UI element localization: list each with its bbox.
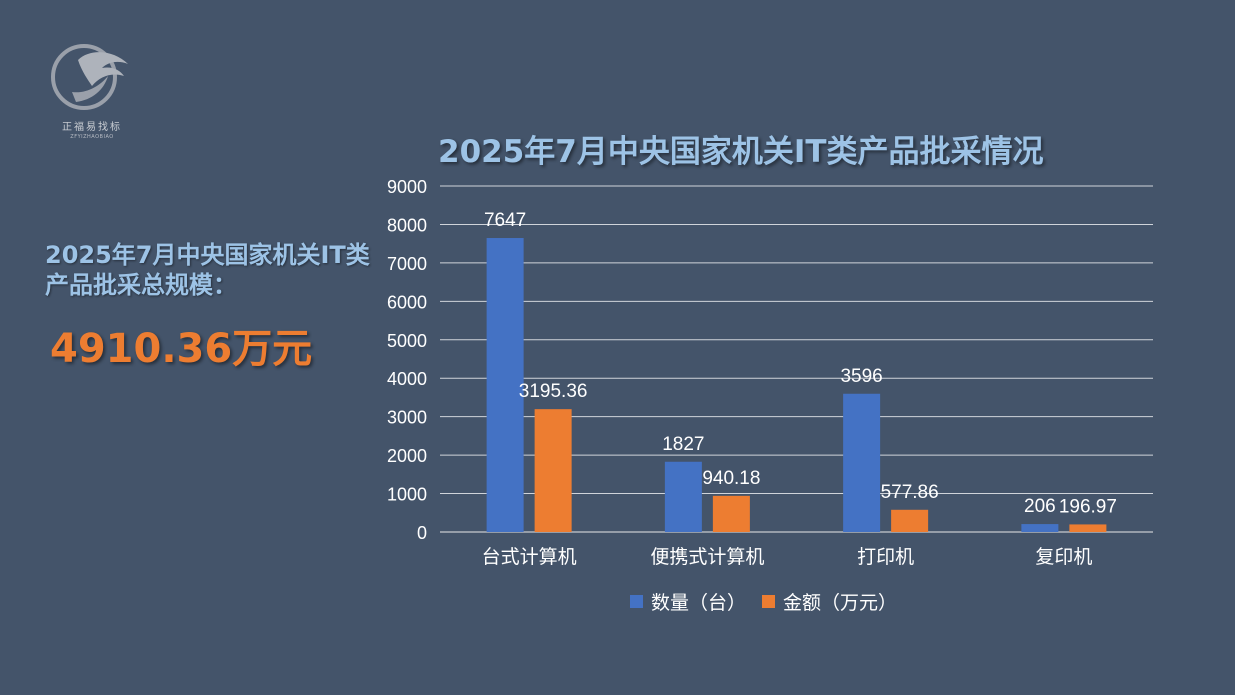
x-category-label: 台式计算机	[482, 546, 577, 568]
summary-label: 2025年7月中央国家机关IT类产品批采总规模：	[45, 241, 370, 299]
x-category-label: 打印机	[857, 546, 914, 568]
y-tick-label: 4000	[387, 369, 427, 389]
data-label: 577.86	[881, 482, 939, 503]
bar	[486, 238, 524, 533]
legend-label-quantity: 数量（台）	[651, 592, 747, 614]
chart-title: 2025年7月中央国家机关IT类产品批采情况	[438, 134, 1044, 170]
data-label: 3596	[840, 366, 882, 387]
logo: 正福易找标 ZFYIZHAOBIAO	[48, 42, 138, 142]
legend-item-amount: 金额（万元）	[762, 588, 897, 615]
y-tick-label: 8000	[387, 215, 427, 235]
y-tick-label: 6000	[387, 292, 427, 312]
bar	[664, 461, 702, 532]
bar	[843, 393, 881, 532]
y-tick-label: 5000	[387, 331, 427, 351]
legend-label-amount: 金额（万元）	[783, 592, 898, 614]
bar	[1021, 524, 1059, 532]
bar	[712, 495, 750, 532]
data-label: 940.18	[702, 468, 760, 489]
y-tick-label: 0	[417, 523, 427, 543]
data-label: 206	[1024, 496, 1056, 517]
legend-swatch-amount	[762, 595, 776, 608]
y-tick-label: 1000	[387, 485, 427, 505]
bar	[1069, 524, 1107, 532]
eagle-circle-logo-icon	[51, 44, 128, 110]
data-label: 196.97	[1059, 496, 1117, 517]
logo-english-text: ZFYIZHAOBIAO	[70, 134, 114, 140]
bar	[891, 509, 929, 532]
data-label: 1827	[662, 434, 704, 455]
logo-chinese-text: 正福易找标	[62, 122, 122, 133]
y-tick-label: 2000	[387, 446, 427, 466]
y-tick-label: 3000	[387, 408, 427, 428]
data-label: 7647	[484, 210, 526, 231]
bar	[534, 409, 572, 532]
y-tick-label: 9000	[387, 177, 427, 197]
x-category-label: 便携式计算机	[650, 546, 764, 568]
data-label: 3195.36	[519, 381, 588, 402]
legend-item-quantity: 数量（台）	[630, 588, 746, 615]
y-tick-label: 7000	[387, 254, 427, 274]
x-category-label: 复印机	[1035, 546, 1092, 568]
chart-legend: 数量（台） 金额（万元）	[630, 588, 897, 615]
summary-total: 4910.36万元	[50, 326, 313, 372]
legend-swatch-quantity	[630, 595, 643, 608]
